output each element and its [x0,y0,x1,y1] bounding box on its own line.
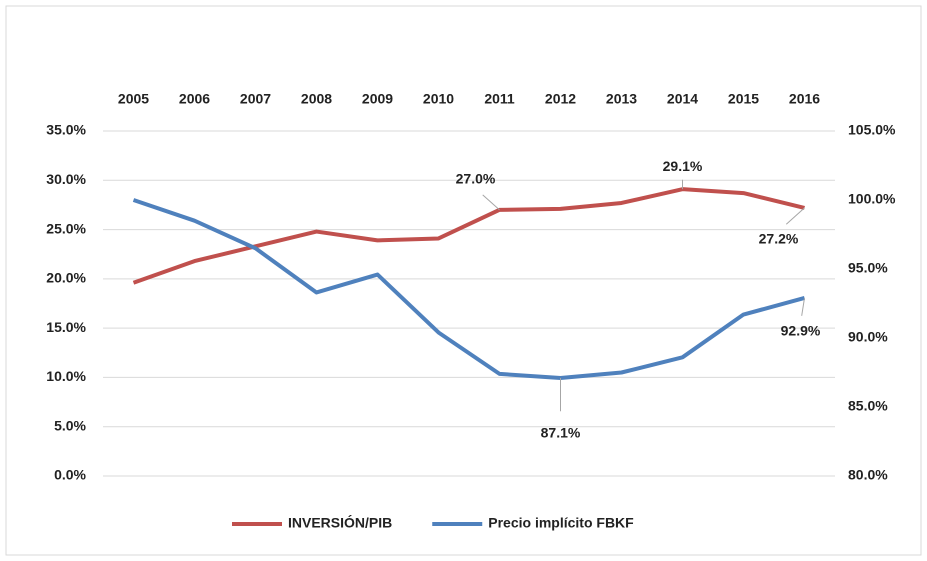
x-tick-label: 2007 [240,91,271,107]
x-tick-label: 2012 [545,91,576,107]
line-series [132,187,805,285]
x-tick-label: 2005 [118,91,149,107]
leader-line [801,297,805,316]
x-tick-label: 2008 [301,91,332,107]
data-label: 27.2% [759,231,799,247]
line-series [132,198,806,381]
x-tick-label: 2013 [606,91,637,107]
y-tick-label: 10.0% [46,368,86,384]
x-tick-label: 2015 [728,91,759,107]
x-tick-label: 2006 [179,91,210,107]
y-tick-label: 30.0% [46,171,86,187]
legend-label: Precio implícito FBKF [488,515,634,531]
leader-line [482,194,500,211]
leader-line [785,207,805,225]
x-tick-label: 2011 [484,91,515,107]
y2-tick-label: 100.0% [848,191,896,207]
x-tick-label: 2010 [423,91,454,107]
y2-tick-label: 80.0% [848,467,888,483]
y2-tick-label: 90.0% [848,329,888,345]
y-tick-label: 5.0% [54,417,86,433]
legend-label: INVERSIÓN/PIB [288,514,392,531]
y2-tick-label: 85.0% [848,398,888,414]
y2-tick-label: 95.0% [848,260,888,276]
y-tick-label: 0.0% [54,467,86,483]
data-label: 27.0% [456,171,496,187]
x-tick-label: 2009 [362,91,393,107]
y-tick-label: 20.0% [46,270,86,286]
chart-frame [5,5,922,556]
x-tick-label: 2016 [789,91,820,107]
y2-tick-label: 105.0% [848,122,896,138]
data-label: 29.1% [663,158,703,174]
data-label: 87.1% [541,425,581,441]
y-tick-label: 15.0% [46,319,86,335]
x-tick-label: 2014 [667,91,698,107]
data-label: 92.9% [781,323,821,339]
y-tick-label: 35.0% [46,122,86,138]
y-tick-label: 25.0% [46,220,86,236]
